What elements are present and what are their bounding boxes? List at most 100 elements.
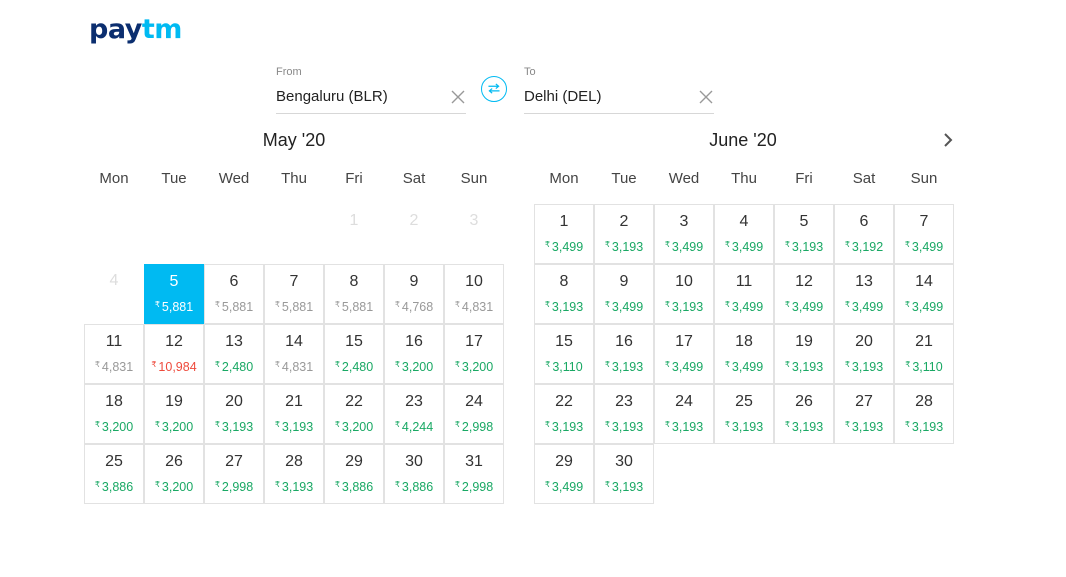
day-cell[interactable]: 25 ₹3,886 — [84, 444, 144, 504]
rupee-icon: ₹ — [214, 360, 220, 369]
day-cell[interactable]: 28 ₹3,193 — [894, 384, 954, 444]
day-cell[interactable]: 16 ₹3,200 — [384, 324, 444, 384]
day-number: 28 — [915, 393, 933, 410]
day-cell[interactable]: 23 ₹4,244 — [384, 384, 444, 444]
day-price: ₹3,499 — [904, 240, 944, 254]
day-cell[interactable]: 22 ₹3,200 — [324, 384, 384, 444]
day-cell[interactable]: 13 ₹3,499 — [834, 264, 894, 324]
day-cell[interactable]: 7 ₹3,499 — [894, 204, 954, 264]
from-value[interactable]: Bengaluru (BLR) — [276, 88, 388, 105]
day-cell[interactable]: 26 ₹3,200 — [144, 444, 204, 504]
rupee-icon: ₹ — [154, 420, 160, 429]
rupee-icon: ₹ — [844, 420, 850, 429]
day-cell[interactable]: 21 ₹3,110 — [894, 324, 954, 384]
from-field[interactable]: From Bengaluru (BLR) — [276, 66, 466, 114]
day-cell[interactable]: 3 ₹3,499 — [654, 204, 714, 264]
close-icon[interactable] — [698, 89, 714, 105]
weekday-header: Wed — [668, 170, 700, 187]
day-cell[interactable]: 9 ₹4,768 — [384, 264, 444, 324]
close-icon[interactable] — [450, 89, 466, 105]
day-cell[interactable]: 12 ₹3,499 — [774, 264, 834, 324]
day-cell[interactable]: 9 ₹3,499 — [594, 264, 654, 324]
day-cell[interactable]: 6 ₹3,192 — [834, 204, 894, 264]
day-cell[interactable]: 11 ₹4,831 — [84, 324, 144, 384]
day-cell[interactable]: 19 ₹3,200 — [144, 384, 204, 444]
day-price: ₹3,193 — [544, 300, 584, 314]
day-cell[interactable]: 21 ₹3,193 — [264, 384, 324, 444]
day-cell[interactable]: 5 ₹5,881 — [144, 264, 204, 324]
day-cell[interactable]: 29 ₹3,886 — [324, 444, 384, 504]
day-price: ₹5,881 — [334, 300, 374, 314]
rupee-icon: ₹ — [904, 300, 910, 309]
day-price: ₹3,499 — [544, 240, 584, 254]
day-cell[interactable]: 14 ₹3,499 — [894, 264, 954, 324]
chevron-right-icon[interactable] — [938, 130, 958, 150]
day-cell[interactable]: 28 ₹3,193 — [264, 444, 324, 504]
day-cell[interactable]: 13 ₹2,480 — [204, 324, 264, 384]
day-cell[interactable]: 30 ₹3,193 — [594, 444, 654, 504]
day-cell: 4 — [84, 264, 144, 324]
to-label: To — [524, 66, 536, 78]
rupee-icon: ₹ — [844, 300, 850, 309]
month-title-may: May '20 — [262, 130, 326, 150]
day-cell[interactable]: 12 ₹10,984 — [144, 324, 204, 384]
day-cell[interactable]: 18 ₹3,499 — [714, 324, 774, 384]
day-price: ₹5,881 — [274, 300, 314, 314]
day-cell[interactable]: 15 ₹2,480 — [324, 324, 384, 384]
day-cell[interactable]: 17 ₹3,499 — [654, 324, 714, 384]
to-field[interactable]: To Delhi (DEL) — [524, 66, 714, 114]
day-cell[interactable]: 17 ₹3,200 — [444, 324, 504, 384]
day-cell[interactable]: 22 ₹3,193 — [534, 384, 594, 444]
day-cell[interactable]: 5 ₹3,193 — [774, 204, 834, 264]
day-cell[interactable]: 18 ₹3,200 — [84, 384, 144, 444]
day-number: 16 — [615, 333, 633, 350]
weekday-header: Wed — [218, 170, 250, 187]
day-cell[interactable]: 27 ₹2,998 — [204, 444, 264, 504]
day-price: ₹2,480 — [334, 360, 374, 374]
day-cell[interactable]: 31 ₹2,998 — [444, 444, 504, 504]
day-cell[interactable]: 19 ₹3,193 — [774, 324, 834, 384]
rupee-icon: ₹ — [214, 480, 220, 489]
weekday-header: Fri — [795, 170, 813, 187]
day-cell[interactable]: 15 ₹3,110 — [534, 324, 594, 384]
day-cell[interactable]: 26 ₹3,193 — [774, 384, 834, 444]
day-cell[interactable]: 23 ₹3,193 — [594, 384, 654, 444]
day-price: ₹4,831 — [94, 360, 134, 374]
day-price: ₹3,886 — [394, 480, 434, 494]
rupee-icon: ₹ — [274, 420, 280, 429]
day-price: ₹3,193 — [274, 420, 314, 434]
day-cell[interactable]: 24 ₹2,998 — [444, 384, 504, 444]
swap-arrows-icon[interactable] — [481, 76, 507, 102]
day-cell[interactable]: 6 ₹5,881 — [204, 264, 264, 324]
day-price: ₹3,499 — [664, 240, 704, 254]
day-cell[interactable]: 7 ₹5,881 — [264, 264, 324, 324]
logo-text-pay: pay — [89, 14, 142, 45]
day-number: 7 — [919, 213, 929, 230]
day-cell[interactable]: 24 ₹3,193 — [654, 384, 714, 444]
day-cell[interactable]: 1 ₹3,499 — [534, 204, 594, 264]
day-cell[interactable]: 20 ₹3,193 — [834, 324, 894, 384]
day-cell[interactable]: 11 ₹3,499 — [714, 264, 774, 324]
day-cell[interactable]: 16 ₹3,193 — [594, 324, 654, 384]
day-cell[interactable]: 27 ₹3,193 — [834, 384, 894, 444]
day-cell[interactable]: 2 ₹3,193 — [594, 204, 654, 264]
day-cell[interactable]: 8 ₹3,193 — [534, 264, 594, 324]
day-cell[interactable]: 20 ₹3,193 — [204, 384, 264, 444]
day-cell[interactable]: 14 ₹4,831 — [264, 324, 324, 384]
rupee-icon: ₹ — [94, 420, 100, 429]
to-value[interactable]: Delhi (DEL) — [524, 88, 602, 105]
day-number: 1 — [349, 212, 359, 229]
day-cell[interactable]: 29 ₹3,499 — [534, 444, 594, 504]
day-cell[interactable]: 10 ₹4,831 — [444, 264, 504, 324]
day-cell[interactable]: 4 ₹3,499 — [714, 204, 774, 264]
day-cell[interactable]: 25 ₹3,193 — [714, 384, 774, 444]
paytm-logo[interactable]: paytm — [89, 14, 182, 46]
day-price: ₹3,193 — [604, 240, 644, 254]
day-price: ₹3,193 — [604, 360, 644, 374]
rupee-icon: ₹ — [334, 420, 340, 429]
day-number: 5 — [799, 213, 809, 230]
day-number: 11 — [105, 333, 123, 350]
day-cell[interactable]: 30 ₹3,886 — [384, 444, 444, 504]
day-cell[interactable]: 10 ₹3,193 — [654, 264, 714, 324]
day-cell[interactable]: 8 ₹5,881 — [324, 264, 384, 324]
